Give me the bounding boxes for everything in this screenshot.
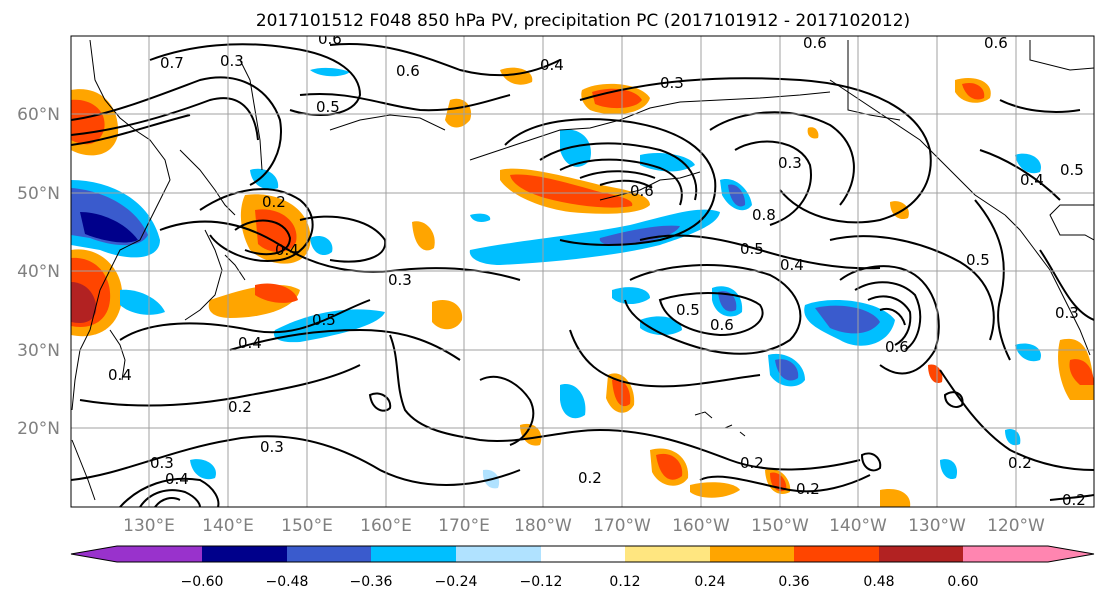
lon-label: 160°E <box>360 516 412 536</box>
contour-label: 0.4 <box>540 56 564 74</box>
map-area: 0.7 0.6 0.5 0.3 0.2 0.4 0.3 0.4 0.6 0.5 … <box>71 30 1094 509</box>
lon-label: 120°W <box>987 516 1045 536</box>
lat-labels: 60°N 50°N 40°N 30°N 20°N <box>17 105 60 439</box>
colorbar-segment <box>287 546 371 562</box>
colorbar-outline <box>70 545 1095 563</box>
colorbar-ticks: −0.60 −0.48 −0.36 −0.24 −0.12 0.12 0.24 … <box>181 574 979 590</box>
lon-label: 140°W <box>829 516 887 536</box>
lon-label: 170°W <box>593 516 651 536</box>
colorbar-tick: 0.48 <box>863 574 894 590</box>
lon-label: 180°W <box>514 516 572 536</box>
contour-label: 0.6 <box>710 316 734 334</box>
contour-label: 0.4 <box>275 241 299 259</box>
contour-label: 0.5 <box>312 311 336 329</box>
lon-label: 170°E <box>438 516 490 536</box>
colorbar-segment <box>794 546 879 562</box>
contour-label: 0.4 <box>238 334 262 352</box>
colorbar-tick: −0.60 <box>181 574 224 590</box>
colorbar-segment <box>710 546 794 562</box>
colorbar-tick: −0.12 <box>520 574 563 590</box>
contour-label: 0.6 <box>630 182 654 200</box>
contour-label: 0.6 <box>885 338 909 356</box>
colorbar-segment <box>541 546 625 562</box>
lon-label: 160°W <box>672 516 730 536</box>
colorbar-segment <box>371 546 456 562</box>
pv-contours <box>71 43 1094 507</box>
contour-label: 0.6 <box>318 30 342 48</box>
contour-label: 0.2 <box>1008 454 1032 472</box>
lon-label: 130°W <box>908 516 966 536</box>
colorbar-extend-high <box>1048 546 1094 562</box>
lat-label: 40°N <box>17 262 60 282</box>
contour-label: 0.3 <box>150 454 174 472</box>
contour-labels: 0.7 0.6 0.5 0.3 0.2 0.4 0.3 0.4 0.6 0.5 … <box>108 30 1086 509</box>
colorbar-tick: −0.48 <box>266 574 309 590</box>
colorbar-segment <box>202 546 287 562</box>
contour-label: 0.5 <box>316 98 340 116</box>
colorbar-tick: −0.24 <box>435 574 478 590</box>
colorbar-segment <box>456 546 541 562</box>
colorbar <box>70 545 1095 563</box>
gridlines <box>71 36 1094 507</box>
contour-label: 0.6 <box>984 34 1008 52</box>
colorbar-segment <box>117 546 202 562</box>
contour-label: 0.7 <box>160 54 184 72</box>
contour-label: 0.2 <box>262 193 286 211</box>
colorbar-segment <box>625 546 710 562</box>
contour-label: 0.2 <box>796 480 820 498</box>
lon-labels: 130°E 140°E 150°E 160°E 170°E 180°W 170°… <box>123 516 1045 536</box>
contour-label: 0.4 <box>1020 171 1044 189</box>
coastlines <box>71 39 1094 501</box>
contour-label: 0.6 <box>396 62 420 80</box>
colorbar-segment <box>879 546 963 562</box>
contour-label: 0.2 <box>228 398 252 416</box>
lon-label: 150°E <box>281 516 333 536</box>
contour-label: 0.5 <box>1060 161 1084 179</box>
lon-label: 130°E <box>123 516 175 536</box>
contour-label: 0.6 <box>803 34 827 52</box>
colorbar-segment <box>963 546 1048 562</box>
contour-label: 0.8 <box>752 206 776 224</box>
lat-label: 20°N <box>17 419 60 439</box>
contour-label: 0.2 <box>578 469 602 487</box>
colorbar-tick: 0.24 <box>694 574 725 590</box>
colorbar-tick: 0.36 <box>778 574 809 590</box>
contour-label: 0.3 <box>1055 304 1079 322</box>
contour-label: 0.5 <box>966 251 990 269</box>
map-frame <box>70 35 1095 508</box>
contour-label: 0.4 <box>165 470 189 488</box>
lat-label: 60°N <box>17 105 60 125</box>
contour-label: 0.4 <box>780 256 804 274</box>
lat-label: 50°N <box>17 184 60 204</box>
contour-label: 0.3 <box>660 74 684 92</box>
colorbar-tick: 0.60 <box>947 574 978 590</box>
contour-label: 0.2 <box>740 454 764 472</box>
colorbar-extend-low <box>71 546 117 562</box>
map-title: 2017101512 F048 850 hPa PV, precipitatio… <box>256 11 910 31</box>
lat-label: 30°N <box>17 341 60 361</box>
lon-label: 150°W <box>751 516 809 536</box>
contour-label: 0.4 <box>108 366 132 384</box>
contour-label: 0.5 <box>740 240 764 258</box>
contour-label: 0.3 <box>388 271 412 289</box>
lon-label: 140°E <box>202 516 254 536</box>
colorbar-tick: −0.36 <box>350 574 393 590</box>
contour-label: 0.3 <box>260 438 284 456</box>
contour-label: 0.3 <box>778 154 802 172</box>
colorbar-tick: 0.12 <box>609 574 640 590</box>
contour-label: 0.3 <box>220 52 244 70</box>
contour-label: 0.2 <box>1062 491 1086 509</box>
contour-label: 0.5 <box>676 301 700 319</box>
